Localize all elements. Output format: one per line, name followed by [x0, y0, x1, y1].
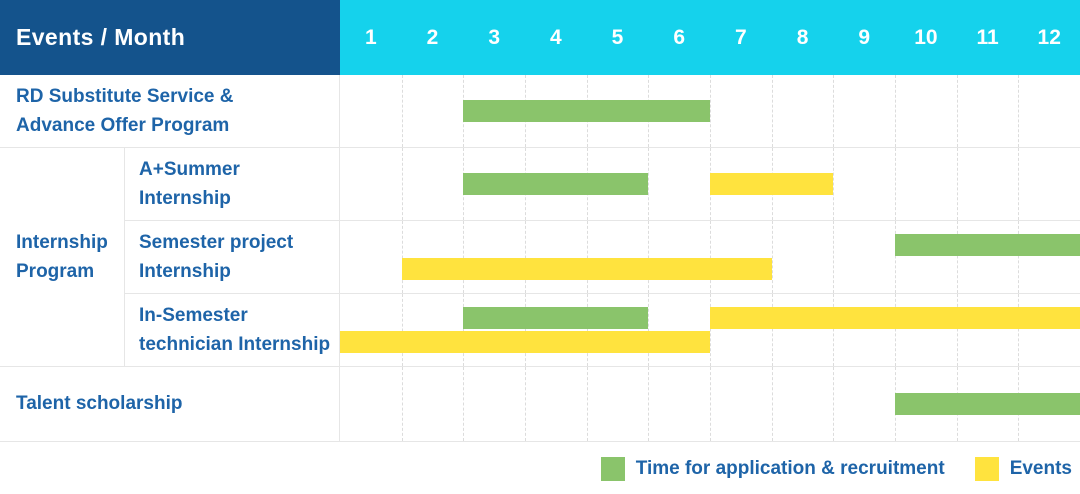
row-timeline — [340, 221, 1080, 293]
table-row: RD Substitute Service & Advance Offer Pr… — [0, 75, 1080, 148]
month-gridline — [956, 75, 958, 147]
legend-item-events: Events — [974, 457, 1072, 481]
gantt-bar-event — [401, 258, 772, 280]
month-gridline — [895, 148, 896, 220]
month-gridline — [401, 367, 403, 441]
row-group: Internship Program A+Summer Internship Sem… — [0, 148, 1080, 367]
month-gridline — [463, 221, 465, 293]
month-gridline — [401, 75, 403, 147]
month-gridline — [586, 221, 588, 293]
table-title: Events / Month — [0, 0, 340, 75]
month-gridline — [525, 367, 526, 441]
group-label-cell: Internship Program — [0, 148, 125, 367]
row-label-cell: In-Semester technician Internship — [125, 294, 340, 366]
row-label: Semester project Internship — [139, 231, 294, 282]
gantt-bar-application — [895, 393, 1080, 415]
month-header-5: 5 — [611, 25, 624, 49]
legend-label-events: Events — [1009, 458, 1072, 479]
month-header-6: 6 — [673, 25, 686, 49]
events-month-gantt: Events / Month 1 2 3 4 5 6 7 8 9 10 11 12 RD Substi… — [0, 0, 1080, 442]
row-label-cell: Talent scholarship — [0, 367, 340, 441]
month-header-12: 12 — [1037, 25, 1061, 49]
month-header-1: 1 — [364, 25, 377, 49]
application-color-swatch — [600, 457, 625, 481]
legend-label-application: Time for application & recruitment — [635, 458, 945, 479]
month-header-3: 3 — [488, 25, 501, 49]
month-gridline — [648, 221, 650, 293]
legend-item-application: Time for application & recruitment — [600, 457, 945, 481]
month-gridline — [401, 294, 403, 366]
row-label-cell: RD Substitute Service & Advance Offer Pr… — [0, 75, 340, 147]
month-gridline — [833, 75, 835, 147]
month-header-2: 2 — [426, 25, 439, 49]
month-gridline — [463, 367, 465, 441]
events-color-swatch — [974, 457, 999, 481]
month-gridline — [771, 221, 773, 293]
row-timeline — [340, 367, 1080, 441]
month-gridline — [833, 294, 835, 366]
month-gridline — [895, 221, 896, 293]
month-header-10: 10 — [914, 25, 938, 49]
table-row: A+Summer Internship — [125, 148, 1080, 221]
month-gridline — [833, 221, 835, 293]
gantt-bar-application — [463, 100, 710, 122]
month-gridline — [895, 75, 896, 147]
month-gridline — [1018, 148, 1020, 220]
row-label: In-Semester technician Internship — [139, 304, 331, 355]
gantt-bar-event — [340, 331, 710, 353]
gantt-bar-application — [895, 234, 1080, 256]
month-gridline — [710, 367, 711, 441]
month-gridline — [710, 221, 711, 293]
month-header-9: 9 — [858, 25, 871, 49]
month-gridline — [956, 294, 958, 366]
month-gridline — [895, 294, 896, 366]
month-gridline — [586, 367, 588, 441]
month-gridline — [1018, 221, 1020, 293]
month-header-row: 1 2 3 4 5 6 7 8 9 10 11 12 — [340, 0, 1080, 75]
month-header-7: 7 — [735, 25, 747, 49]
month-gridline — [956, 221, 958, 293]
table-row: Talent scholarship — [0, 367, 1080, 442]
gantt-bar-application — [463, 307, 649, 329]
row-timeline — [340, 294, 1080, 366]
month-header-8: 8 — [796, 25, 809, 49]
table-row: Semester project Internship — [125, 221, 1080, 294]
month-gridline — [648, 148, 650, 220]
month-gridline — [710, 75, 711, 147]
month-gridline — [771, 75, 773, 147]
month-gridline — [463, 294, 465, 366]
row-label-cell: A+Summer Internship — [125, 148, 340, 220]
month-gridline — [401, 221, 403, 293]
month-gridline — [525, 294, 526, 366]
month-gridline — [401, 148, 403, 220]
month-gridline — [1018, 294, 1020, 366]
month-gridline — [1018, 75, 1020, 147]
gantt-bar-event — [710, 173, 834, 195]
month-gridline — [648, 294, 650, 366]
month-gridline — [956, 148, 958, 220]
row-label: Talent scholarship — [16, 393, 183, 415]
month-gridline — [710, 294, 711, 366]
row-label: A+Summer Internship — [139, 158, 240, 209]
legend: Time for application & recruitment Event… — [0, 457, 1080, 481]
gantt-bar-event — [710, 307, 1080, 329]
month-header-4: 4 — [550, 25, 562, 49]
month-gridline — [771, 294, 773, 366]
table-header-row: Events / Month 1 2 3 4 5 6 7 8 9 10 11 12 — [0, 0, 1080, 75]
month-gridline — [586, 294, 588, 366]
month-gridline — [833, 148, 835, 220]
row-label: RD Substitute Service & Advance Offer Pr… — [16, 85, 234, 136]
row-timeline — [340, 148, 1080, 220]
gantt-bar-application — [463, 173, 649, 195]
month-gridline — [833, 367, 835, 441]
group-rows: A+Summer Internship Semester project Inte… — [125, 148, 1080, 367]
table-row: In-Semester technician Internship — [125, 294, 1080, 367]
row-label-cell: Semester project Internship — [125, 221, 340, 293]
month-gridline — [648, 367, 650, 441]
table-body: RD Substitute Service & Advance Offer Pr… — [0, 75, 1080, 442]
month-gridline — [771, 367, 773, 441]
month-header-11: 11 — [976, 25, 999, 49]
month-gridline — [525, 221, 526, 293]
row-timeline — [340, 75, 1080, 147]
